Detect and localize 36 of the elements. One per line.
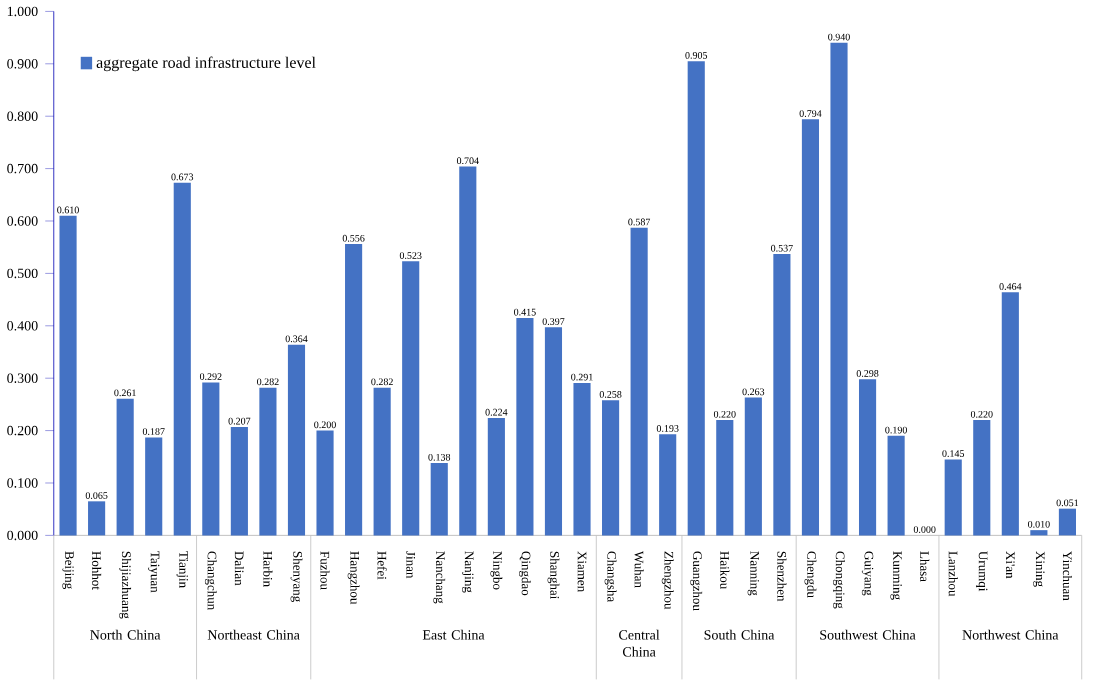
bar (801, 119, 820, 536)
bar (230, 427, 248, 536)
bar (487, 418, 505, 536)
bar (630, 228, 648, 536)
bar (744, 397, 762, 536)
bar (345, 244, 363, 536)
bar (1030, 530, 1048, 536)
bar (259, 387, 277, 536)
bar (544, 327, 563, 536)
bar (116, 398, 134, 536)
bar (316, 430, 334, 536)
legend-label: aggregate road infrastructure level (96, 56, 316, 72)
bar (459, 166, 477, 536)
bar (773, 254, 791, 536)
bar (145, 437, 163, 536)
bar (687, 61, 705, 536)
bar (202, 382, 220, 536)
bar (573, 383, 591, 536)
bar (830, 43, 848, 536)
bar (659, 434, 677, 536)
bar (287, 344, 306, 536)
bar (1001, 292, 1019, 536)
bar (602, 400, 620, 536)
bar (973, 420, 991, 536)
bar (716, 420, 734, 536)
bar (88, 501, 106, 536)
bar (173, 183, 191, 536)
bar (59, 216, 77, 536)
bar (944, 459, 962, 536)
bar (430, 463, 448, 536)
bar (1058, 508, 1076, 536)
bar (516, 318, 534, 536)
bar (858, 379, 877, 536)
bar (887, 436, 905, 536)
bar (373, 387, 391, 536)
bar (402, 261, 420, 536)
